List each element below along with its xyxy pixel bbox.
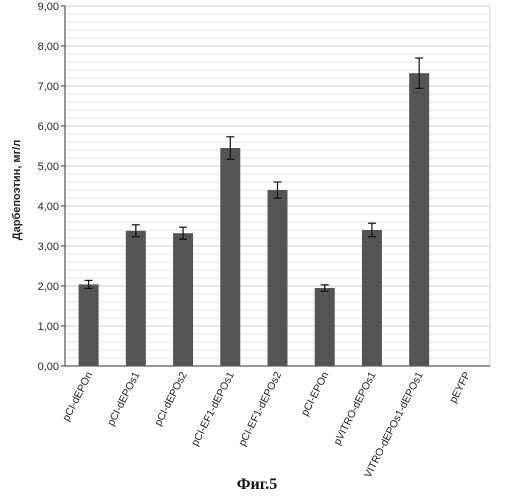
figure-caption: Фиг.5 (0, 476, 514, 494)
x-tick-label: pCI-EPOn (299, 370, 331, 418)
bar (409, 73, 429, 366)
x-tick-label: pCI-EF1-dEPOs1 (189, 370, 237, 448)
x-tick-label: pCI-dEPOs2 (152, 370, 190, 428)
bars (79, 73, 430, 366)
y-tick-label: 7,00 (38, 81, 59, 93)
y-tick-label: 6,00 (38, 121, 59, 133)
y-tick-label: 3,00 (38, 241, 59, 253)
x-tick-label: pCI-EF1-dEPOs2 (236, 370, 284, 448)
x-tick-label: pCI-dEPOs1 (105, 370, 143, 428)
bar (126, 231, 146, 366)
x-tick-label: pEYFP (447, 370, 473, 405)
y-tick-label: 4,00 (38, 201, 59, 213)
bar (315, 288, 335, 366)
bar (79, 284, 99, 366)
y-tick-label: 5,00 (38, 161, 59, 173)
y-tick-label: 1,00 (38, 321, 59, 333)
y-tick-label: 9,00 (38, 1, 59, 13)
y-tick-label: 2,00 (38, 281, 59, 293)
y-axis-label: Дарбепоэтин, мг/л (11, 140, 23, 240)
bar (173, 233, 193, 366)
x-tick-label: pVITRO-dEPOs1 (331, 370, 378, 447)
x-tick-label: pCI-dEPOn (60, 370, 95, 423)
bar (362, 230, 382, 366)
bar-chart: 0,00 1,00 2,00 3,00 4,00 5,00 6,00 7,00 8,00 9,00… (0, 0, 514, 476)
y-tick-label: 8,00 (38, 41, 59, 53)
y-tick-labels: 0,00 1,00 2,00 3,00 4,00 5,00 6,00 7,00 8,00 9,00 (38, 1, 65, 373)
x-tick-labels: pCI-dEPOnpCI-dEPOs1pCI-dEPOs2pCI-EF1-dEP… (60, 370, 473, 476)
bar (268, 190, 288, 366)
bar (220, 148, 240, 366)
y-tick-label: 0,00 (38, 361, 59, 373)
